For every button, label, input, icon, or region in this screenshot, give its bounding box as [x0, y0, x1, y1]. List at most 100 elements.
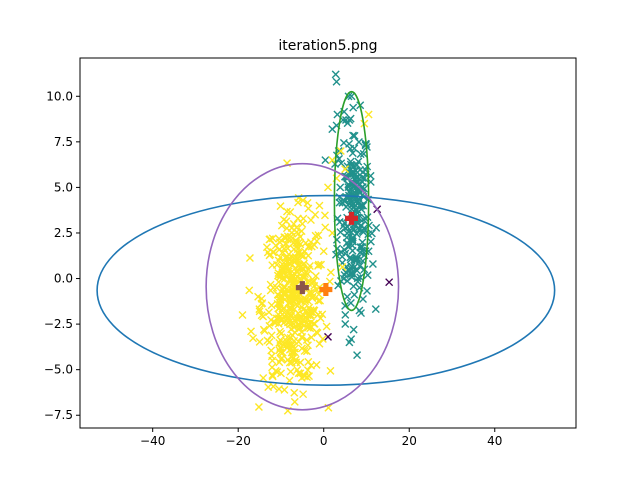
- point-stroke: [346, 269, 355, 278]
- point-stroke: [353, 266, 362, 275]
- point-stroke: [328, 156, 337, 165]
- point-stroke: [283, 244, 292, 253]
- data-point: [316, 314, 325, 323]
- data-point: [371, 305, 380, 314]
- point-stroke: [346, 255, 355, 264]
- point-stroke: [287, 348, 296, 357]
- data-point: [285, 376, 294, 385]
- point-stroke: [297, 319, 306, 328]
- data-point: [303, 341, 312, 350]
- data-point: [284, 298, 293, 307]
- data-point: [268, 356, 277, 365]
- point-stroke: [344, 92, 353, 101]
- data-point: [326, 268, 335, 277]
- data-point: [364, 110, 373, 119]
- data-point: [350, 144, 359, 153]
- data-point: [286, 255, 295, 264]
- data-point: [298, 332, 307, 341]
- point-stroke: [306, 310, 315, 319]
- point-stroke: [316, 296, 325, 305]
- point-stroke: [281, 263, 290, 272]
- point-stroke: [279, 283, 288, 292]
- point-stroke: [296, 232, 305, 241]
- data-point: [295, 261, 304, 270]
- point-stroke: [324, 403, 333, 412]
- data-point: [296, 274, 305, 283]
- data-point: [349, 103, 358, 112]
- point-stroke: [354, 138, 363, 146]
- point-stroke: [318, 335, 327, 344]
- point-stroke: [272, 283, 281, 292]
- point-stroke: [298, 196, 307, 205]
- data-point: [290, 397, 299, 406]
- data-point: [341, 224, 350, 233]
- data-point: [358, 238, 367, 247]
- data-point: [342, 233, 351, 242]
- data-point: [307, 361, 316, 370]
- cluster-center-marker: [345, 211, 359, 225]
- point-stroke: [276, 292, 285, 301]
- data-point: [254, 402, 263, 411]
- point-stroke: [335, 154, 344, 163]
- point-stroke: [352, 254, 361, 263]
- point-stroke: [275, 234, 284, 243]
- point-stroke: [285, 305, 294, 314]
- point-stroke: [287, 223, 296, 232]
- point-stroke: [346, 298, 355, 307]
- point-stroke: [283, 232, 292, 241]
- data-point: [312, 328, 321, 337]
- point-stroke: [276, 272, 285, 281]
- point-stroke: [289, 219, 298, 228]
- data-point: [278, 304, 287, 313]
- data-point: [274, 269, 283, 278]
- point-stroke: [351, 193, 360, 202]
- covariance-ellipse: [333, 90, 370, 312]
- point-stroke: [358, 227, 367, 236]
- point-stroke: [265, 251, 274, 260]
- data-point: [272, 260, 281, 269]
- data-point: [245, 286, 254, 295]
- point-stroke: [292, 238, 301, 247]
- point-stroke: [340, 271, 349, 280]
- data-point: [296, 324, 305, 333]
- point-stroke: [297, 344, 306, 353]
- data-point: [360, 174, 369, 183]
- data-point: [281, 263, 290, 272]
- data-point: [257, 294, 266, 303]
- points-layer: [238, 70, 394, 415]
- point-stroke: [311, 272, 320, 281]
- point-stroke: [341, 310, 350, 319]
- data-point: [331, 70, 340, 79]
- data-point: [311, 210, 320, 219]
- point-stroke: [282, 207, 291, 216]
- data-point: [275, 234, 284, 243]
- point-stroke: [359, 201, 368, 210]
- point-stroke: [285, 337, 294, 346]
- data-point: [326, 366, 335, 375]
- data-point: [255, 307, 264, 316]
- data-point: [346, 253, 355, 262]
- point-stroke: [347, 273, 356, 282]
- data-point: [287, 325, 296, 334]
- point-stroke: [299, 305, 308, 314]
- point-stroke: [356, 309, 365, 318]
- point-stroke: [286, 367, 295, 376]
- data-point: [274, 384, 283, 393]
- data-point: [341, 165, 350, 174]
- data-point: [269, 283, 278, 292]
- point-stroke: [345, 115, 354, 124]
- data-point: [269, 382, 278, 391]
- point-stroke: [303, 311, 312, 320]
- data-point: [293, 301, 302, 310]
- point-stroke: [322, 322, 331, 331]
- point-stroke: [278, 354, 287, 363]
- point-stroke: [257, 311, 266, 320]
- point-stroke: [356, 273, 365, 282]
- point-stroke: [336, 146, 345, 155]
- point-stroke: [364, 110, 373, 119]
- data-point: [278, 354, 287, 363]
- point-stroke: [274, 256, 283, 265]
- data-point: [350, 255, 359, 264]
- data-point: [296, 240, 305, 249]
